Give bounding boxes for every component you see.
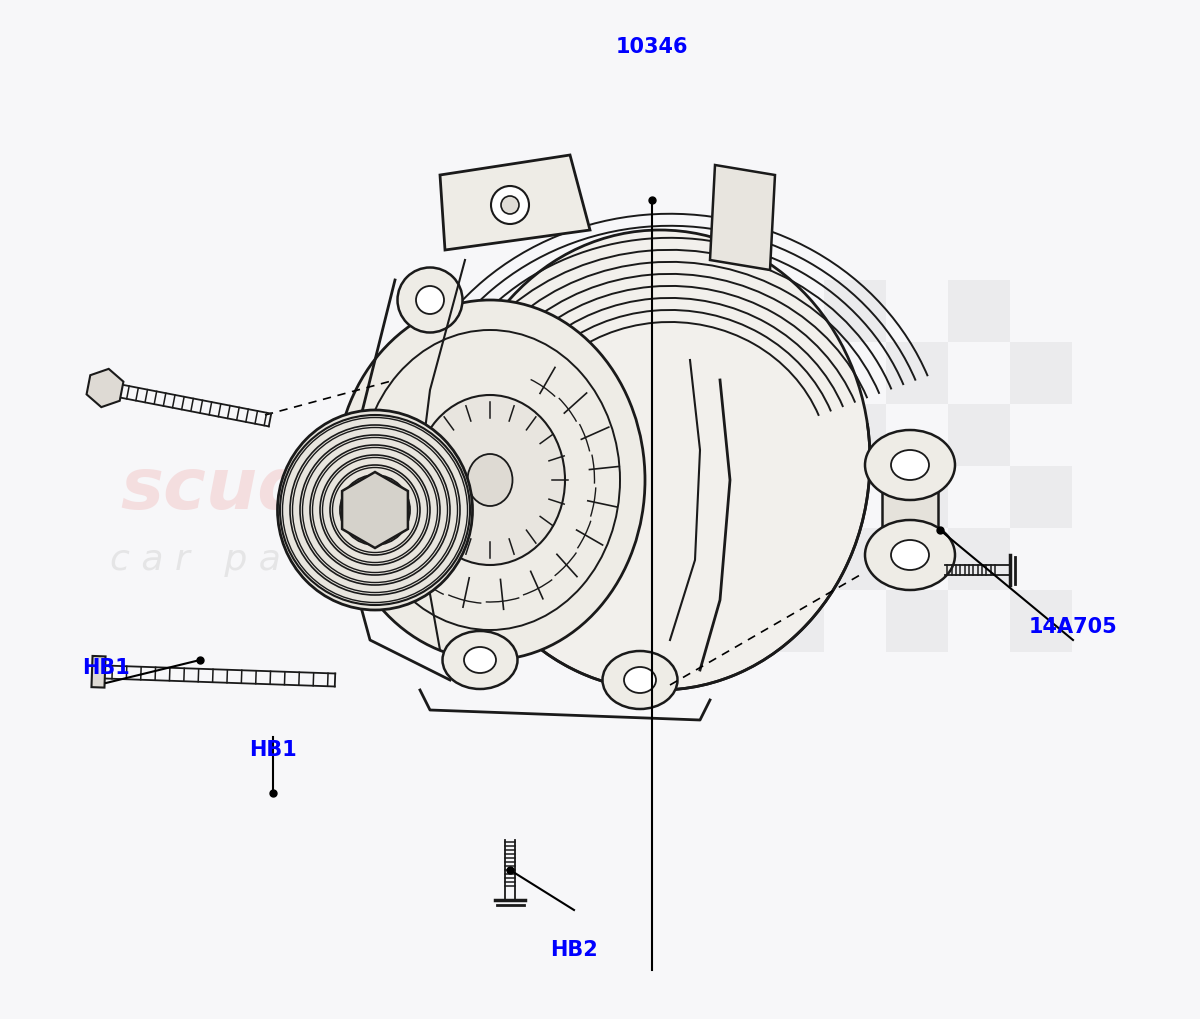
Text: c a r   p a r t s: c a r p a r t s — [110, 543, 364, 577]
Ellipse shape — [464, 647, 496, 673]
Bar — [886, 590, 948, 652]
Text: scuderia: scuderia — [120, 455, 467, 525]
Ellipse shape — [602, 651, 678, 709]
Polygon shape — [710, 165, 775, 270]
Bar — [1010, 342, 1072, 404]
Text: HB1: HB1 — [250, 740, 296, 760]
Ellipse shape — [340, 475, 410, 545]
Bar — [886, 466, 948, 528]
Ellipse shape — [415, 395, 565, 565]
Polygon shape — [882, 465, 938, 555]
Text: HB2: HB2 — [550, 940, 598, 960]
Ellipse shape — [277, 410, 473, 610]
Bar — [948, 528, 1010, 590]
Polygon shape — [342, 472, 408, 548]
Ellipse shape — [450, 230, 870, 690]
Ellipse shape — [890, 540, 929, 570]
Ellipse shape — [890, 450, 929, 480]
Bar — [824, 280, 886, 342]
Bar — [1010, 466, 1072, 528]
Bar — [886, 342, 948, 404]
Text: 10346: 10346 — [616, 37, 689, 57]
Ellipse shape — [865, 430, 955, 500]
Ellipse shape — [397, 268, 462, 332]
Bar — [700, 528, 762, 590]
Text: HB1: HB1 — [82, 658, 130, 678]
Ellipse shape — [502, 196, 520, 214]
Ellipse shape — [865, 520, 955, 590]
Polygon shape — [91, 656, 106, 688]
Bar — [700, 280, 762, 342]
Text: 14A705: 14A705 — [1028, 616, 1117, 637]
Ellipse shape — [491, 186, 529, 224]
Bar — [824, 528, 886, 590]
Ellipse shape — [443, 631, 517, 689]
Bar — [762, 466, 824, 528]
Polygon shape — [440, 155, 590, 250]
Bar — [824, 404, 886, 466]
Ellipse shape — [468, 454, 512, 506]
Bar — [948, 280, 1010, 342]
Bar — [948, 404, 1010, 466]
Bar — [762, 342, 824, 404]
Ellipse shape — [335, 300, 646, 660]
Bar — [700, 404, 762, 466]
Bar — [762, 590, 824, 652]
Ellipse shape — [416, 286, 444, 314]
Bar — [1010, 590, 1072, 652]
Polygon shape — [86, 369, 124, 408]
Ellipse shape — [624, 667, 656, 693]
